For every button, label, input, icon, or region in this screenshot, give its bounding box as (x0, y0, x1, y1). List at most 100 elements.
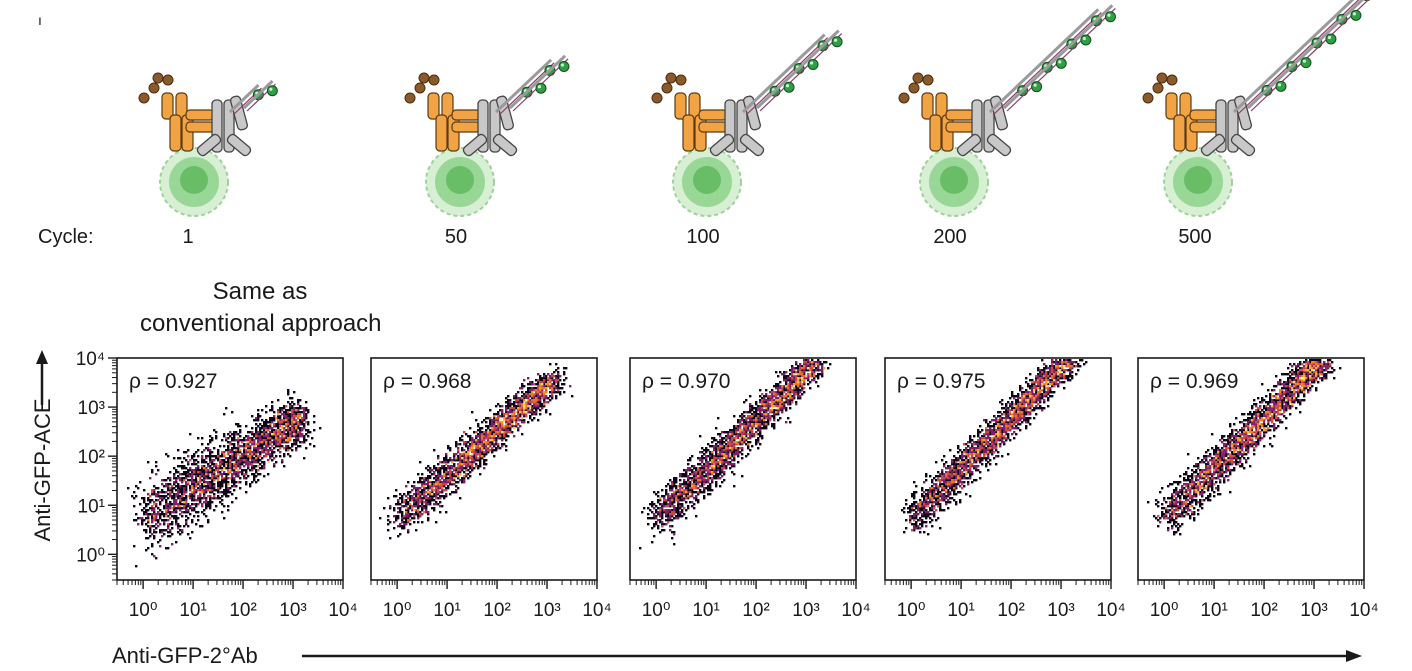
density-point (443, 481, 446, 484)
density-point (243, 447, 246, 450)
density-point (243, 473, 246, 476)
density-point (265, 433, 268, 436)
density-point (719, 471, 722, 474)
density-point (305, 447, 308, 450)
density-point (711, 465, 714, 468)
density-point (245, 445, 248, 448)
density-point (155, 487, 158, 490)
density-point (485, 443, 488, 446)
density-point (753, 419, 756, 422)
density-point (283, 453, 286, 456)
density-point (241, 439, 244, 442)
density-point (429, 487, 432, 490)
density-point (445, 471, 448, 474)
density-point (191, 495, 194, 498)
density-point (279, 439, 282, 442)
density-point (691, 479, 694, 482)
density-point (247, 467, 250, 470)
density-point (211, 497, 214, 500)
density-point (983, 445, 986, 448)
density-point (527, 387, 530, 390)
density-point (805, 367, 808, 370)
y-tick-label: 10² (78, 447, 105, 468)
density-point (193, 499, 196, 502)
density-point (781, 411, 784, 414)
density-point (787, 389, 790, 392)
density-point (517, 407, 520, 410)
density-point (221, 455, 224, 458)
density-point (207, 501, 210, 504)
density-point (549, 387, 552, 390)
density-point (285, 421, 288, 424)
density-point (191, 479, 194, 482)
density-point (187, 473, 190, 476)
density-point (179, 487, 182, 490)
density-point (521, 383, 524, 386)
density-point (173, 481, 176, 484)
density-point (189, 459, 192, 462)
density-point (439, 497, 442, 500)
density-point (751, 433, 754, 436)
density-point (509, 431, 512, 434)
density-point (281, 413, 284, 416)
density-point (735, 449, 738, 452)
density-point (273, 439, 276, 442)
density-point (245, 457, 248, 460)
density-point (759, 407, 762, 410)
density-point (239, 431, 242, 434)
density-point (807, 365, 810, 368)
density-point (401, 511, 404, 514)
dna-strand-icon (228, 79, 278, 116)
density-point (795, 381, 798, 384)
density-point (765, 413, 768, 416)
density-point (793, 395, 796, 398)
density-point (435, 521, 438, 524)
density-point (1029, 417, 1032, 420)
density-point (789, 377, 792, 380)
density-point (745, 443, 748, 446)
density-point (507, 427, 510, 430)
density-point (535, 403, 538, 406)
density-point (723, 479, 726, 482)
density-point (481, 421, 484, 424)
density-point (433, 465, 436, 468)
density-point (797, 367, 800, 370)
density-point (783, 377, 786, 380)
density-point (211, 489, 214, 492)
primary-antibody-icon (651, 72, 728, 152)
density-point (299, 427, 302, 430)
density-point (537, 389, 540, 392)
density-point (261, 447, 264, 450)
density-point (967, 477, 970, 480)
density-point (509, 421, 512, 424)
schematic-cycle-200 (898, 4, 1116, 217)
density-point (223, 453, 226, 456)
density-point (319, 427, 322, 430)
density-point (525, 411, 528, 414)
density-point (451, 491, 454, 494)
density-point (479, 443, 482, 446)
density-point (545, 377, 548, 380)
density-point (401, 519, 404, 522)
density-point (199, 525, 202, 528)
density-point (739, 451, 742, 454)
density-point (263, 465, 266, 468)
density-point (773, 393, 776, 396)
density-point (545, 395, 548, 398)
density-point (781, 391, 784, 394)
density-point (931, 479, 934, 482)
density-point (663, 505, 666, 508)
density-point (179, 499, 182, 502)
density-point (407, 503, 410, 506)
density-point (683, 469, 686, 472)
density-point (479, 461, 482, 464)
density-point (785, 387, 788, 390)
density-point (753, 435, 756, 438)
density-points (127, 389, 322, 568)
density-point (789, 397, 792, 400)
density-point (185, 519, 188, 522)
density-point (515, 395, 518, 398)
density-point (293, 419, 296, 422)
density-point (757, 427, 760, 430)
density-point (775, 407, 778, 410)
